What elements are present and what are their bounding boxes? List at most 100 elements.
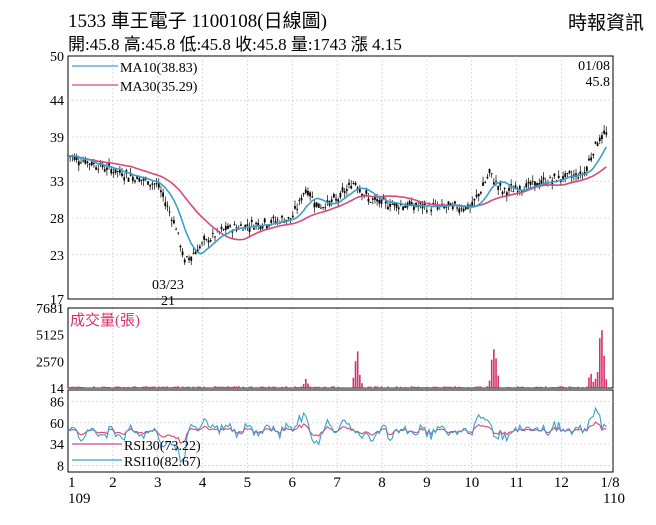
volume-bar xyxy=(99,387,102,388)
candle-body xyxy=(185,256,188,258)
volume-bar xyxy=(302,383,305,388)
candle-body xyxy=(473,198,476,201)
rsi30-legend-label: RSI30(73.22) xyxy=(124,439,201,454)
volume-bar xyxy=(313,386,316,388)
volume-bar xyxy=(119,386,121,388)
volume-bar xyxy=(173,386,175,388)
volume-bar xyxy=(376,386,378,388)
volume-y-tick-label: 7681 xyxy=(36,302,64,317)
candle-body xyxy=(106,167,108,170)
candle-body xyxy=(164,202,167,207)
candle-body xyxy=(198,246,201,249)
candle-body xyxy=(538,182,541,186)
volume-bar xyxy=(508,386,510,388)
candle-body xyxy=(190,256,193,261)
volume-bars xyxy=(67,330,608,388)
candle-body xyxy=(166,205,169,207)
candle-body xyxy=(311,196,314,198)
last-date-label: 01/08 xyxy=(578,59,610,74)
volume-bar xyxy=(160,387,162,388)
candle-body xyxy=(395,203,398,208)
candle-body xyxy=(90,161,93,166)
volume-bar xyxy=(426,386,428,388)
candle-body xyxy=(477,193,480,197)
candle-body xyxy=(324,207,327,209)
volume-bar xyxy=(142,386,145,388)
volume-bar xyxy=(361,383,363,388)
volume-bar xyxy=(443,386,445,388)
volume-bar xyxy=(473,387,476,388)
volume-bar xyxy=(218,386,221,388)
volume-bar xyxy=(166,386,169,388)
candle-body xyxy=(168,211,171,213)
volume-bar xyxy=(311,387,314,388)
rsi-y-tick-label: 60 xyxy=(50,417,64,432)
candle-body xyxy=(265,225,268,229)
candle-body xyxy=(462,208,465,212)
candle-body xyxy=(289,218,292,220)
candle-body xyxy=(108,162,110,166)
volume-bar xyxy=(512,387,515,388)
candle-body xyxy=(242,229,245,231)
price-y-tick-label: 33 xyxy=(50,175,64,190)
candle-body xyxy=(192,253,195,254)
volume-bar xyxy=(296,387,298,388)
candle-body xyxy=(503,188,506,189)
volume-bar xyxy=(439,387,441,388)
candle-body xyxy=(352,183,355,184)
candle-body xyxy=(244,224,247,229)
volume-bar xyxy=(551,387,554,388)
ma10-line xyxy=(67,146,608,255)
rsi10-legend-label: RSI10(82.67) xyxy=(124,455,201,470)
rsi10-line xyxy=(67,406,607,464)
candle-body xyxy=(341,187,344,192)
candle-body xyxy=(460,208,463,210)
candle-body xyxy=(123,177,126,181)
candle-body xyxy=(134,180,136,182)
volume-bar xyxy=(168,387,171,388)
volume-bar xyxy=(553,387,556,388)
volume-bar xyxy=(71,386,74,388)
volume-bar xyxy=(129,387,132,388)
candle-body xyxy=(335,198,337,201)
candle-body xyxy=(345,189,348,191)
volume-bar xyxy=(231,386,234,388)
volume-bar xyxy=(304,378,307,388)
volume-bar xyxy=(467,387,469,388)
candle-body xyxy=(75,156,78,161)
candle-body xyxy=(443,206,446,209)
candle-body xyxy=(482,182,484,186)
candle-body xyxy=(194,251,197,255)
volume-bar xyxy=(106,386,108,388)
volume-bar xyxy=(73,386,76,388)
volume-bar xyxy=(242,386,244,388)
rsi-y-tick-label: 8 xyxy=(57,459,64,474)
ma30-legend-label: MA30(35.29) xyxy=(120,80,198,95)
candle-body xyxy=(257,222,260,227)
volume-bar xyxy=(575,387,577,388)
volume-bar xyxy=(560,386,562,388)
candle-body xyxy=(387,206,389,210)
candle-body xyxy=(155,183,158,185)
candle-body xyxy=(214,236,216,238)
price-panel-frame xyxy=(67,55,614,300)
volume-bar xyxy=(542,387,545,388)
volume-bar xyxy=(108,386,110,388)
candle-body xyxy=(283,222,286,224)
volume-panel: 7681 5125 2570 14 成交量(張) xyxy=(36,302,614,397)
candle-body xyxy=(475,194,478,197)
candle-body xyxy=(173,220,175,224)
volume-bar xyxy=(382,387,385,388)
volume-bar xyxy=(367,386,370,388)
candle-body xyxy=(291,215,294,218)
candle-body xyxy=(412,206,415,210)
volume-bar xyxy=(601,330,603,388)
price-y-tick-label: 23 xyxy=(50,249,64,264)
candle-body xyxy=(579,171,582,175)
candle-body xyxy=(160,190,162,193)
volume-bar xyxy=(259,386,262,388)
volume-bar xyxy=(521,386,523,388)
volume-bar xyxy=(408,387,411,388)
candle-body xyxy=(454,201,456,204)
